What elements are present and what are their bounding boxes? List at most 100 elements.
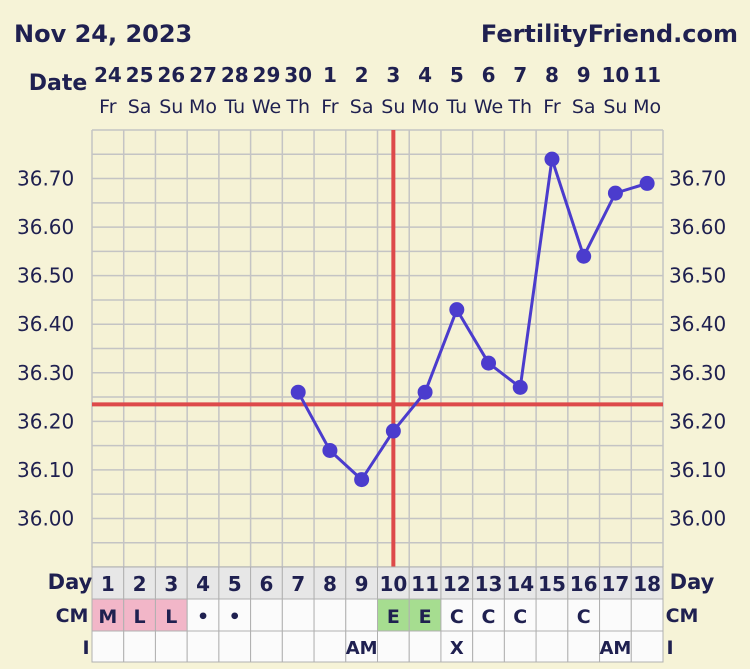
i-row-label-left: I — [82, 637, 89, 659]
cm-cell — [281, 598, 315, 632]
cycle-day-label: 10 — [379, 572, 407, 596]
temperature-point — [512, 379, 528, 395]
date-label: 30 — [284, 63, 312, 87]
cm-cell — [472, 598, 505, 632]
cycle-day-label: 16 — [570, 572, 598, 596]
cm-value: L — [134, 606, 146, 628]
cm-row-label-left: CM — [56, 605, 89, 627]
cycle-day-label: 13 — [475, 572, 503, 596]
weekday-label: Tu — [445, 96, 467, 118]
intercourse-cell — [250, 630, 283, 663]
intercourse-cell — [408, 630, 442, 663]
day-row-label-right: Day — [670, 570, 715, 594]
intercourse-cell — [503, 630, 537, 663]
weekday-label: Fr — [543, 96, 561, 118]
weekday-label: Sa — [128, 96, 152, 118]
cm-cell — [250, 598, 283, 632]
cm-cell — [503, 598, 537, 632]
day-cell — [218, 566, 252, 600]
day-cell — [630, 566, 664, 600]
cm-value: C — [450, 606, 464, 628]
date-label: 6 — [482, 63, 496, 87]
cm-cell — [440, 598, 474, 632]
cycle-day-label: 1 — [101, 572, 115, 596]
intercourse-cell — [630, 630, 664, 663]
intercourse-value: AM — [599, 638, 631, 659]
cycle-day-label: 8 — [323, 572, 337, 596]
y-tick-label-right: 36.50 — [669, 264, 726, 288]
y-tick-label-left: 36.60 — [17, 215, 74, 239]
weekday-label: Fr — [321, 96, 339, 118]
day-row-label-left: Day — [48, 570, 93, 594]
y-tick-label-right: 36.40 — [669, 312, 726, 336]
weekday-label: Th — [285, 96, 310, 118]
temperature-point — [385, 423, 401, 439]
date-label: 1 — [323, 63, 337, 87]
temperature-point — [449, 302, 465, 318]
chart-date-title: Nov 24, 2023 — [14, 20, 193, 48]
y-tick-label-right: 36.30 — [669, 361, 726, 385]
y-tick-label-right: 36.10 — [669, 458, 726, 482]
intercourse-cell — [218, 630, 252, 663]
weekday-label: Su — [603, 96, 627, 118]
date-row-label: Date — [29, 71, 88, 96]
temperature-point — [481, 355, 497, 371]
weekday-label: Th — [507, 96, 532, 118]
date-label: 7 — [513, 63, 527, 87]
y-tick-label-left: 36.10 — [17, 458, 74, 482]
temperature-point — [576, 248, 592, 264]
day-cell — [123, 566, 156, 600]
date-label: 4 — [418, 63, 432, 87]
cm-value: • — [197, 606, 209, 628]
weekday-label: Su — [159, 96, 183, 118]
temperature-point — [607, 185, 623, 201]
cm-value: C — [482, 606, 496, 628]
cm-cell — [599, 598, 632, 632]
date-label: 25 — [126, 63, 154, 87]
temperature-point — [417, 384, 433, 400]
cycle-day-label: 3 — [164, 572, 178, 596]
date-header-group: Date 24Fr25Sa26Su27Mo28Tu29We30Th1Fr2Sa3S… — [29, 63, 661, 118]
cm-cell — [345, 598, 378, 632]
cycle-day-label: 14 — [506, 572, 534, 596]
intercourse-value: X — [450, 638, 464, 659]
cycle-day-label: 7 — [291, 572, 305, 596]
intercourse-cell — [154, 630, 188, 663]
y-tick-label-left: 36.40 — [17, 312, 74, 336]
y-tick-label-left: 36.20 — [17, 409, 74, 433]
cycle-day-label: 17 — [601, 572, 629, 596]
cycle-day-label: 12 — [443, 572, 471, 596]
day-cell — [154, 566, 188, 600]
cm-value: E — [419, 606, 432, 628]
cm-cell — [218, 598, 252, 632]
intercourse-cell — [440, 630, 474, 663]
cm-cell — [630, 598, 664, 632]
temperature-point — [354, 472, 370, 488]
weekday-label: Mo — [633, 96, 661, 118]
y-axis-labels: 36.70 36.70 36.60 36.60 36.50 36.50 36.40 36.40… — [17, 167, 726, 531]
cycle-day-label: 5 — [228, 572, 242, 596]
site-name[interactable]: FertilityFriend.com — [480, 20, 738, 48]
temperature-series — [290, 151, 655, 488]
cm-value: C — [513, 606, 527, 628]
date-label: 28 — [221, 63, 249, 87]
cycle-day-label: 15 — [538, 572, 566, 596]
date-label: 3 — [386, 63, 400, 87]
cm-row-label-right: CM — [666, 605, 699, 627]
weekday-label: We — [474, 96, 503, 118]
grid-lines — [91, 129, 664, 568]
weekday-label: Sa — [572, 96, 596, 118]
y-tick-label-left: 36.00 — [17, 506, 74, 530]
date-label: 29 — [253, 63, 281, 87]
day-cell — [186, 566, 220, 600]
day-cell — [567, 566, 601, 600]
temperature-point — [322, 442, 338, 458]
date-label: 26 — [157, 63, 185, 87]
date-label: 27 — [189, 63, 217, 87]
weekday-label: We — [252, 96, 281, 118]
weekday-label: Sa — [350, 96, 374, 118]
weekday-label: Mo — [189, 96, 217, 118]
weekday-label: Tu — [223, 96, 245, 118]
